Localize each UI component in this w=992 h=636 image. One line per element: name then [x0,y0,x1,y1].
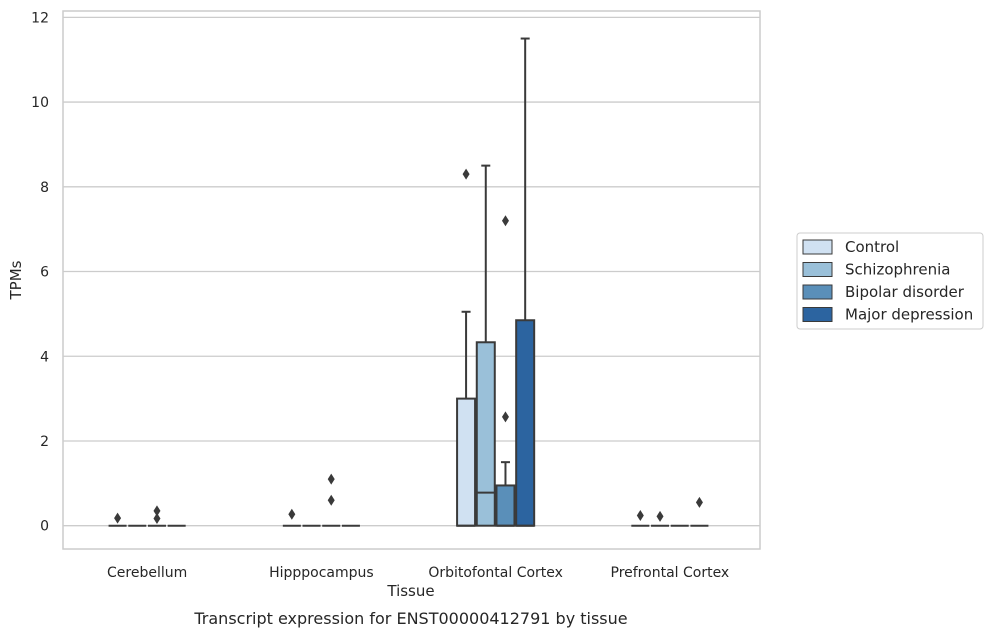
y-tick-label: 10 [31,95,49,111]
legend-label: Schizophrenia [845,261,950,279]
y-tick-label: 12 [31,10,49,26]
legend-swatch [802,307,833,322]
outlier-point [656,510,664,522]
legend-swatch [802,262,833,277]
x-tick-label: Cerebellum [107,565,187,581]
legend-label: Control [845,238,899,256]
box [456,397,477,527]
legend-frame [796,232,984,330]
x-tick-labels: Cerebellum Hipppocampus Orbitofontal Corte… [107,565,729,581]
y-tick-label: 6 [40,265,49,281]
y-tick-label: 8 [40,180,49,196]
x-tick-label: Hipppocampus [269,565,374,581]
y-tick-labels: 0 2 4 6 8 10 12 [31,10,49,534]
y-tick-label: 2 [40,434,49,450]
outlier-point [501,411,509,423]
outlier-point [501,215,509,227]
outlier-point [114,512,122,524]
x-tick-label: Prefrontal Cortex [611,565,730,581]
legend-items: Control Schizophrenia Bipolar disorder Majo… [802,238,973,324]
outlier-point [153,505,161,517]
legend: Control Schizophrenia Bipolar disorder Majo… [796,232,984,330]
outlier-point [327,473,335,485]
legend-swatch [802,284,833,300]
outlier-point [636,510,644,522]
x-tick-label: Orbitofontal Cortex [428,565,563,581]
y-gridlines [63,16,760,527]
series-control [108,168,650,527]
outlier-point [327,494,335,506]
y-tick-label: 4 [40,349,49,365]
box-series [108,37,709,527]
legend-label: Major depression [845,306,973,324]
series-bipolar-disorder [147,215,689,527]
legend-swatch [802,239,833,255]
outlier-point [153,512,161,524]
outlier-point [288,508,296,520]
outlier-point [462,168,470,180]
legend-label: Bipolar disorder [845,283,965,301]
chart-caption: Transcript expression for ENST0000041279… [193,609,627,628]
box [475,341,496,527]
series-schizophrenia [128,164,670,527]
box [495,484,516,527]
y-axis-label: TPMs [7,260,25,300]
plot-frame [62,10,761,550]
outlier-point [695,496,703,508]
series-major-depression [167,37,709,527]
box [515,319,536,527]
x-axis-label: Tissue [386,582,434,600]
y-tick-label: 0 [40,519,49,535]
